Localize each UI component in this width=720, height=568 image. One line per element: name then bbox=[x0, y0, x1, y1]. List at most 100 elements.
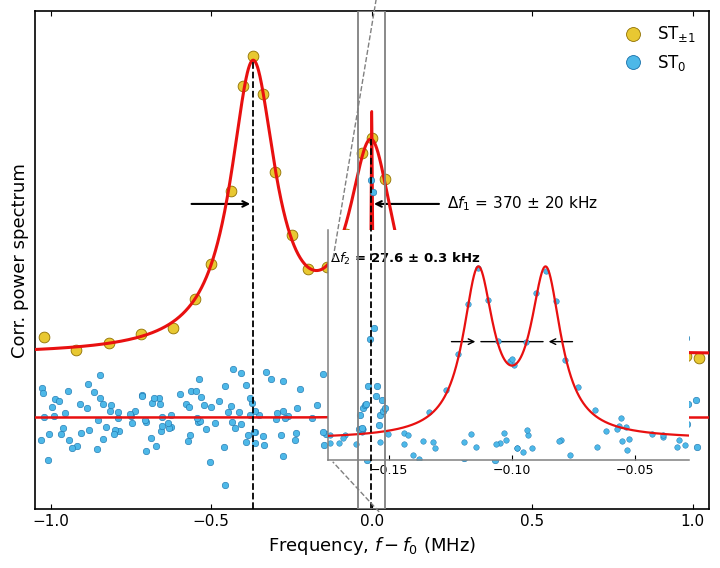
Point bbox=[106, 400, 117, 410]
Point bbox=[374, 410, 386, 419]
Point bbox=[364, 430, 376, 439]
Point bbox=[508, 426, 520, 435]
Point bbox=[669, 414, 680, 423]
Point bbox=[585, 432, 597, 441]
Point bbox=[225, 186, 236, 195]
Point bbox=[381, 406, 392, 415]
Point bbox=[356, 424, 368, 433]
Point bbox=[638, 398, 649, 407]
Point bbox=[165, 410, 176, 419]
Point bbox=[557, 446, 568, 456]
Point bbox=[109, 425, 121, 435]
Point bbox=[157, 421, 168, 431]
Point bbox=[199, 400, 210, 410]
Point bbox=[418, 437, 429, 446]
Point bbox=[302, 264, 313, 273]
Point bbox=[653, 417, 665, 427]
Point bbox=[43, 429, 55, 438]
Point bbox=[472, 389, 483, 398]
Point bbox=[624, 449, 636, 458]
Point bbox=[630, 394, 642, 403]
Point bbox=[275, 430, 287, 439]
Point bbox=[225, 402, 237, 411]
Point bbox=[485, 411, 496, 420]
Point bbox=[153, 393, 165, 402]
Point bbox=[38, 412, 50, 421]
Point bbox=[541, 434, 552, 443]
Point bbox=[278, 406, 289, 415]
Point bbox=[655, 340, 667, 349]
Point bbox=[372, 381, 383, 390]
Point bbox=[600, 414, 612, 423]
Point bbox=[126, 418, 138, 427]
Point bbox=[675, 406, 687, 415]
Point bbox=[611, 432, 622, 441]
Point bbox=[286, 231, 297, 240]
Point bbox=[294, 385, 306, 394]
Point bbox=[136, 391, 148, 400]
Point bbox=[563, 391, 575, 400]
Point bbox=[474, 395, 486, 404]
Point bbox=[373, 396, 384, 406]
Point bbox=[362, 395, 374, 404]
Point bbox=[578, 434, 590, 443]
Y-axis label: Corr. power spectrum: Corr. power spectrum bbox=[11, 163, 29, 358]
Point bbox=[174, 390, 186, 399]
Point bbox=[270, 414, 282, 423]
Point bbox=[167, 323, 179, 332]
Point bbox=[667, 437, 678, 446]
Point bbox=[660, 439, 671, 448]
Point bbox=[449, 421, 460, 430]
Point bbox=[53, 396, 65, 405]
Point bbox=[366, 134, 377, 143]
Point bbox=[691, 442, 703, 452]
Point bbox=[355, 410, 366, 419]
Text: $\Delta f_1$ = 370 ± 20 kHz: $\Delta f_1$ = 370 ± 20 kHz bbox=[446, 195, 598, 213]
Point bbox=[210, 418, 221, 427]
Point bbox=[548, 422, 559, 431]
Point bbox=[321, 263, 333, 272]
Point bbox=[354, 424, 365, 433]
Point bbox=[657, 424, 669, 433]
Point bbox=[200, 425, 212, 434]
Point bbox=[517, 389, 528, 398]
Point bbox=[258, 432, 269, 441]
Point bbox=[320, 429, 332, 438]
Point bbox=[628, 399, 639, 408]
Point bbox=[407, 423, 418, 432]
Point bbox=[395, 435, 406, 444]
Point bbox=[543, 344, 554, 353]
Point bbox=[318, 370, 329, 379]
Point bbox=[279, 414, 291, 423]
Point bbox=[326, 409, 338, 418]
Point bbox=[364, 335, 375, 344]
Point bbox=[166, 423, 177, 432]
Point bbox=[242, 430, 253, 439]
Point bbox=[454, 430, 466, 439]
Point bbox=[568, 439, 580, 448]
Point bbox=[639, 415, 651, 424]
Point bbox=[455, 396, 467, 405]
Point bbox=[607, 438, 618, 447]
Point bbox=[258, 440, 270, 449]
Point bbox=[55, 429, 67, 438]
Point bbox=[431, 369, 443, 378]
Point bbox=[189, 294, 201, 303]
Point bbox=[481, 414, 492, 423]
Point bbox=[129, 407, 140, 416]
Point bbox=[195, 393, 207, 402]
Point bbox=[631, 423, 643, 432]
Point bbox=[63, 435, 75, 444]
Point bbox=[59, 408, 71, 417]
Point bbox=[461, 415, 472, 424]
Point bbox=[680, 333, 691, 342]
Point bbox=[37, 389, 48, 398]
Point bbox=[600, 349, 612, 358]
Point bbox=[240, 380, 251, 389]
Point bbox=[373, 420, 384, 429]
Point bbox=[92, 415, 104, 424]
Point bbox=[572, 390, 583, 399]
Point bbox=[155, 399, 166, 408]
Point bbox=[427, 413, 438, 422]
Point bbox=[599, 411, 611, 420]
